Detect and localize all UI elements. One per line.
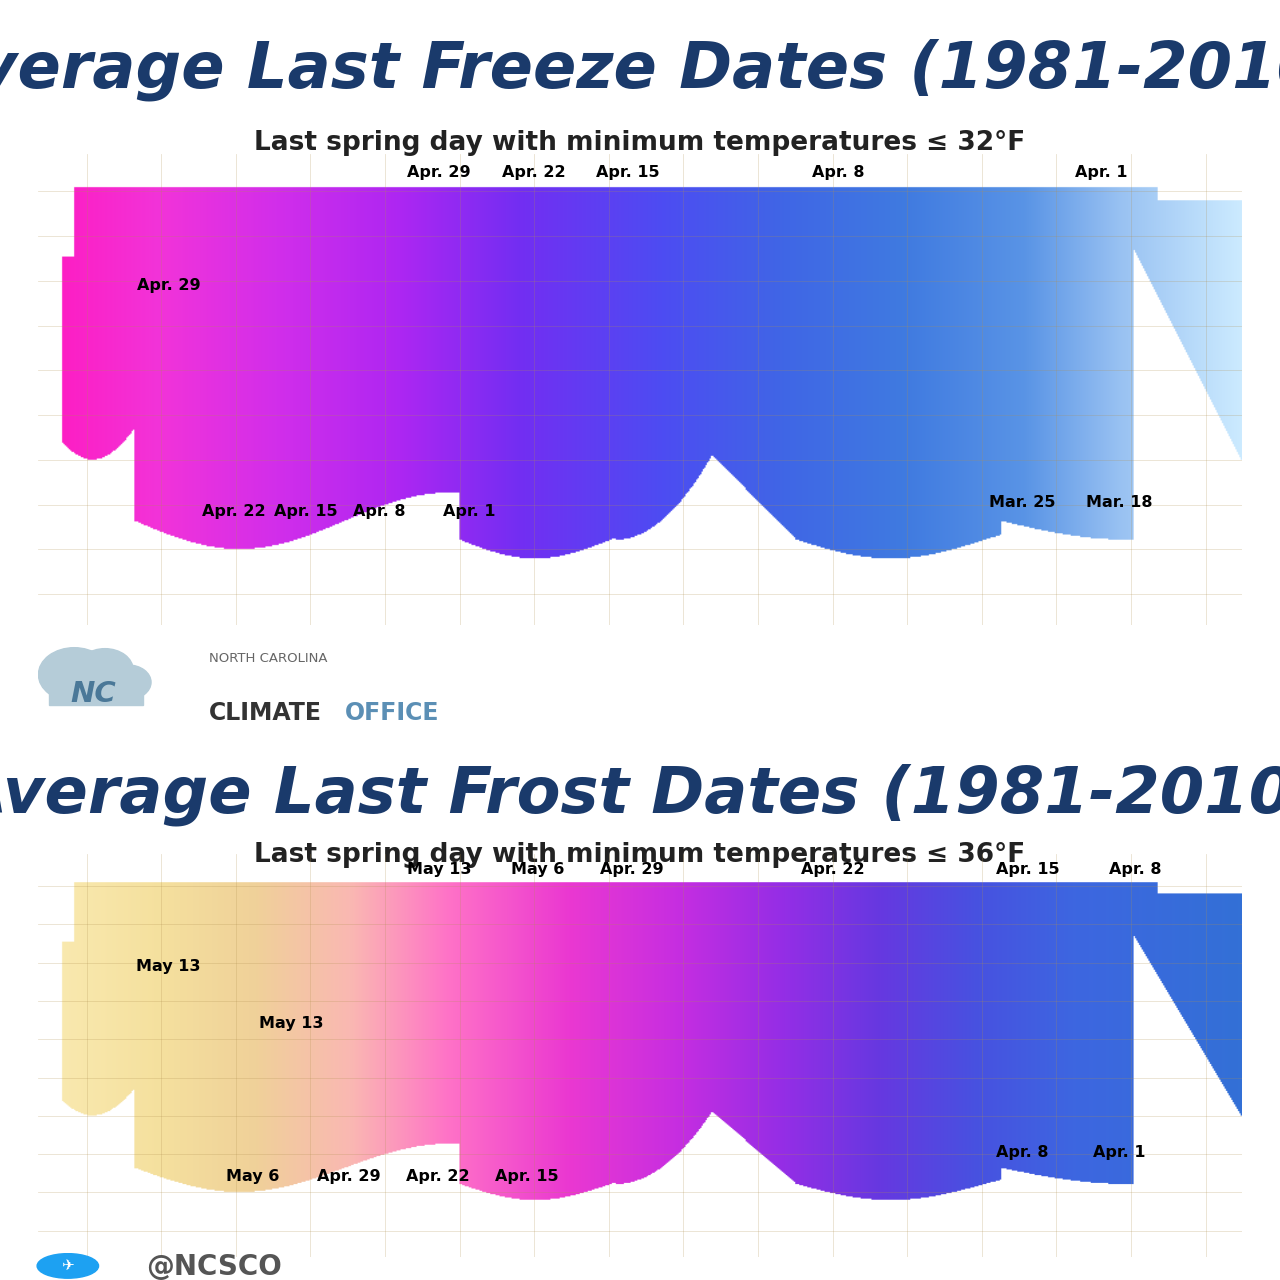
Text: NORTH CAROLINA: NORTH CAROLINA [209,653,328,666]
Text: Average Last Frost Dates (1981-2010): Average Last Frost Dates (1981-2010) [0,764,1280,826]
Text: May 13: May 13 [136,959,201,974]
Text: CLIMATE: CLIMATE [209,701,321,724]
Text: Apr. 15: Apr. 15 [274,504,338,520]
Text: Apr. 29: Apr. 29 [407,165,471,180]
Circle shape [38,648,110,701]
Text: OFFICE: OFFICE [344,701,439,724]
Text: Apr. 1: Apr. 1 [1075,165,1128,180]
Text: Apr. 22: Apr. 22 [201,504,265,520]
Text: NC: NC [70,680,116,708]
Text: Apr. 22: Apr. 22 [406,1169,470,1184]
Circle shape [105,666,151,699]
Circle shape [77,649,133,691]
Text: Apr. 1: Apr. 1 [443,504,495,520]
Circle shape [37,1253,99,1279]
Text: Apr. 15: Apr. 15 [996,863,1060,877]
Text: Average Last Freeze Dates (1981-2010): Average Last Freeze Dates (1981-2010) [0,38,1280,101]
Text: Last spring day with minimum temperatures ≤ 36°F: Last spring day with minimum temperature… [255,842,1025,869]
Text: Apr. 15: Apr. 15 [596,165,659,180]
Text: Apr. 8: Apr. 8 [1110,863,1162,877]
Text: Apr. 8: Apr. 8 [813,165,865,180]
Text: May 13: May 13 [407,863,471,877]
Text: Apr. 8: Apr. 8 [353,504,406,520]
Bar [49,676,143,705]
Text: Mar. 25: Mar. 25 [989,494,1056,509]
Text: May 6: May 6 [511,863,564,877]
Text: May 13: May 13 [259,1015,324,1030]
Text: Last spring day with minimum temperatures ≤ 32°F: Last spring day with minimum temperature… [255,129,1025,156]
Text: Apr. 29: Apr. 29 [317,1169,380,1184]
Text: @NCSCO: @NCSCO [146,1253,282,1280]
Text: Mar. 18: Mar. 18 [1085,494,1152,509]
Text: May 6: May 6 [225,1169,279,1184]
Text: Apr. 22: Apr. 22 [502,165,566,180]
Text: Apr. 8: Apr. 8 [996,1144,1048,1160]
Text: Apr. 22: Apr. 22 [801,863,864,877]
Text: Apr. 29: Apr. 29 [600,863,663,877]
Text: Apr. 1: Apr. 1 [1093,1144,1146,1160]
Text: ✈: ✈ [61,1258,74,1272]
Text: Apr. 29: Apr. 29 [137,278,200,293]
Text: Apr. 15: Apr. 15 [495,1169,558,1184]
